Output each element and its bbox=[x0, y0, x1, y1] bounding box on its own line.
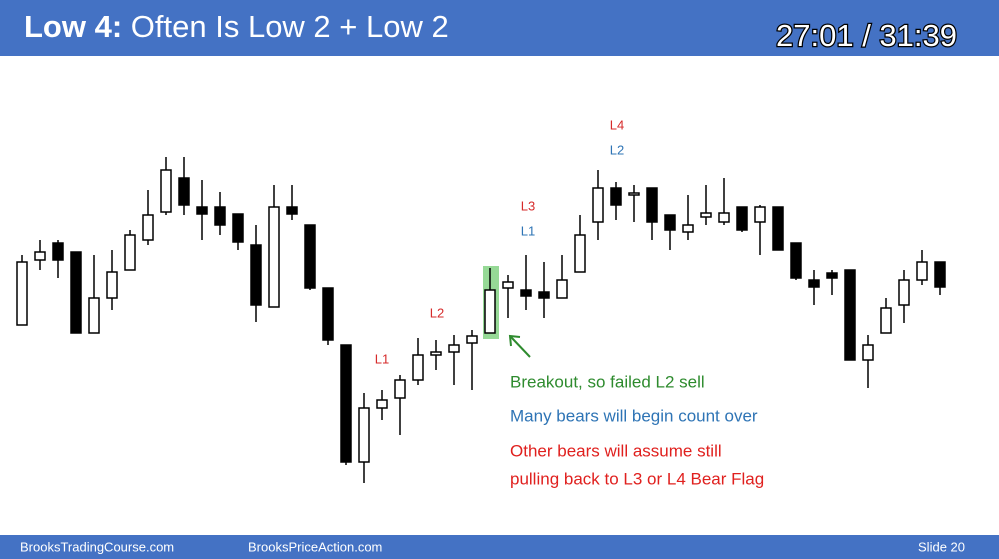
candle-body bbox=[826, 272, 838, 279]
candle-body bbox=[376, 399, 388, 409]
candle-body bbox=[700, 212, 712, 218]
candle-body bbox=[916, 261, 928, 281]
note: Many bears will begin count over bbox=[510, 406, 758, 425]
candle-body bbox=[88, 297, 100, 334]
note: Breakout, so failed L2 sell bbox=[510, 372, 705, 391]
note: pulling back to L3 or L4 Bear Flag bbox=[510, 469, 764, 488]
candle-body bbox=[862, 344, 874, 361]
bar-count-label: L4 bbox=[610, 117, 624, 132]
candle-body bbox=[646, 187, 658, 223]
bar-count-label: L1 bbox=[375, 351, 389, 366]
candle-body bbox=[232, 213, 244, 243]
candle-body bbox=[412, 354, 424, 381]
bar-count-label: L3 bbox=[521, 198, 535, 213]
candle-body bbox=[772, 206, 784, 251]
candle-body bbox=[286, 206, 298, 215]
candle-body bbox=[538, 291, 550, 299]
candle-body bbox=[304, 224, 316, 289]
candle-body bbox=[268, 206, 280, 308]
candle-body bbox=[124, 234, 136, 271]
candle-body bbox=[808, 279, 820, 288]
candle-body bbox=[556, 279, 568, 299]
slide-title: Low 4: Often Is Low 2 + Low 2 bbox=[24, 9, 449, 44]
footer-left: BrooksTradingCourse.com bbox=[20, 539, 174, 554]
candle-body bbox=[178, 177, 190, 206]
note: Other bears will assume still bbox=[510, 441, 722, 460]
candle-body bbox=[790, 242, 802, 279]
candle-body bbox=[142, 214, 154, 241]
candle-body bbox=[844, 269, 856, 361]
footer-bar bbox=[0, 535, 999, 559]
bar-count-label: L2 bbox=[610, 142, 624, 157]
header-bar bbox=[0, 0, 999, 56]
title-rest: Often Is Low 2 + Low 2 bbox=[131, 9, 449, 44]
candle-body bbox=[520, 289, 532, 297]
candle-body bbox=[592, 187, 604, 223]
candle-body bbox=[214, 206, 226, 226]
bar-count-label: L1 bbox=[521, 223, 535, 238]
candle-body bbox=[52, 242, 64, 261]
candle-body bbox=[466, 335, 478, 344]
title-bold: Low 4: bbox=[24, 9, 122, 44]
candle-body bbox=[934, 261, 946, 288]
candle-body bbox=[610, 187, 622, 206]
arrow bbox=[508, 334, 531, 358]
candle-body bbox=[754, 206, 766, 223]
candle-body bbox=[448, 344, 460, 353]
candle-body bbox=[358, 407, 370, 463]
candle-body bbox=[106, 271, 118, 299]
candle-body bbox=[718, 212, 730, 223]
candle-body bbox=[340, 344, 352, 463]
footer-middle: BrooksPriceAction.com bbox=[248, 539, 382, 554]
bar-count-label: L2 bbox=[430, 305, 444, 320]
candle-body bbox=[196, 206, 208, 215]
slide-number: Slide 20 bbox=[918, 539, 965, 554]
candle-body bbox=[664, 214, 676, 231]
candle-body bbox=[322, 287, 334, 341]
candle-body bbox=[160, 169, 172, 213]
candle-body bbox=[70, 251, 82, 334]
candle-body bbox=[502, 281, 514, 289]
candle-body bbox=[682, 224, 694, 233]
candle-body bbox=[574, 234, 586, 273]
candle-body bbox=[34, 251, 46, 261]
candle-body bbox=[250, 244, 262, 306]
candle-body bbox=[736, 206, 748, 231]
candle-body bbox=[880, 307, 892, 334]
candle-body bbox=[16, 261, 28, 326]
candle-body bbox=[394, 379, 406, 399]
candle-body bbox=[430, 351, 442, 356]
candle-body bbox=[484, 289, 496, 334]
candle-body bbox=[628, 192, 640, 196]
candle-body bbox=[898, 279, 910, 306]
video-timer: 27:01 / 31:39 bbox=[776, 18, 957, 53]
